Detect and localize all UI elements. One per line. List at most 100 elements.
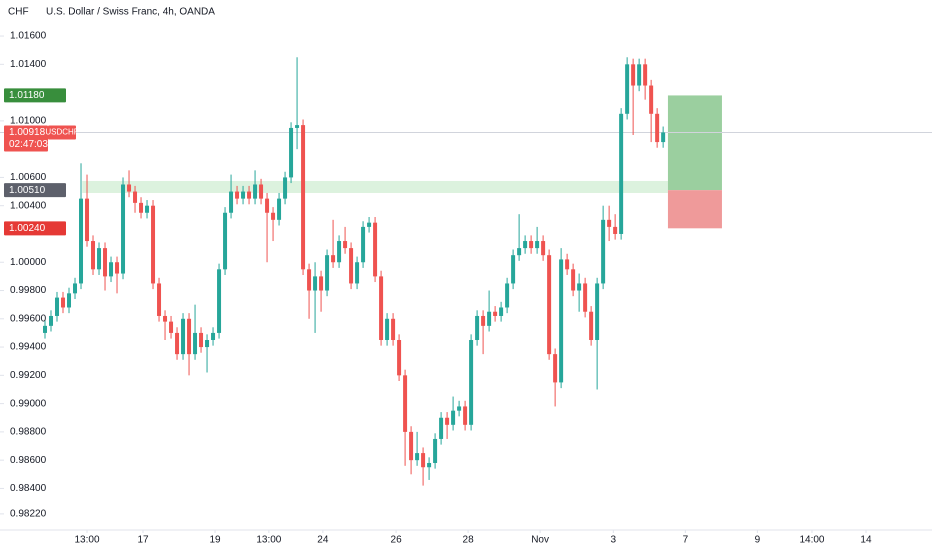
candle-body [613,226,618,234]
candle-body [115,262,120,274]
candle-body [295,125,300,128]
candle-body [565,259,570,270]
candle-body [553,354,558,383]
candle-body [331,255,336,263]
x-tick-label: Nov [531,535,549,546]
candle-body [595,283,600,340]
price-label: 1.00240 [9,223,46,234]
y-axis-unit: CHF [8,7,29,18]
x-tick-label: 14 [860,535,872,546]
candle-body [235,191,240,199]
x-tick-label: 7 [683,535,689,546]
candle-body [145,205,150,213]
candle-body [253,184,258,199]
candle-body [157,283,162,316]
y-tick-label: 1.00600 [10,172,47,183]
candle-body [499,307,504,316]
y-tick-label: 0.98800 [10,427,47,438]
candle-body [385,318,390,340]
candle-body [205,339,210,348]
candle-body [583,283,588,312]
x-tick-label: 24 [317,535,329,546]
candle-body [535,241,540,249]
y-tick-label: 1.00400 [10,200,47,211]
candle-body [223,212,228,270]
candle-body [91,241,96,270]
candle-body [67,293,72,308]
candle-body [163,315,168,322]
candle-body [103,248,108,277]
candle-body [325,255,330,291]
candle-body [187,318,192,355]
x-tick-label: 9 [755,535,761,546]
candle-body [577,283,582,291]
y-tick-label: 0.99400 [10,342,47,353]
candle-body [493,311,498,316]
price-label-box [4,88,66,103]
candle-body [529,241,534,249]
candle-body [217,269,222,333]
symbol-box [48,125,76,140]
x-tick-label: 17 [137,535,149,546]
candle-body [139,202,144,213]
position-profit [667,95,722,191]
candle-body [475,315,480,340]
candle-body [463,406,468,425]
candle-body [655,113,660,143]
y-tick-label: 0.99600 [10,313,47,324]
candle-body [619,113,624,234]
candle-body [343,241,348,249]
candle-body [301,125,306,270]
candle-body [511,255,516,284]
y-tick-label: 1.00000 [10,257,47,268]
candle-body [265,198,270,213]
x-tick-label: 26 [391,535,403,546]
candle-body [229,191,234,213]
candle-body [523,241,528,249]
candle-body [283,177,288,199]
candle-body [607,219,612,227]
candle-body [397,339,402,376]
candle-body [589,311,594,340]
candle-body [133,191,138,203]
position-loss [667,190,722,229]
candle-body [421,453,426,468]
chart-title: U.S. Dollar / Swiss Franc, 4h, OANDA [46,7,215,18]
candle-body [451,410,456,425]
candle-body [427,462,432,468]
candle-body [355,262,360,284]
candle-body [649,85,654,114]
candle-body [661,132,666,143]
candle-body [313,276,318,291]
candle-body [49,315,54,326]
x-tick-label: 28 [463,535,475,546]
candle-body [61,297,66,308]
candle-body [391,318,396,340]
candle-body [403,375,408,432]
candle-body [571,269,576,291]
candle-body [457,406,462,411]
candle-body [247,191,252,199]
y-tick-label: 0.99000 [10,398,47,409]
candle-body [487,311,492,326]
candle-body [241,191,246,199]
candle-body [433,438,438,463]
candle-body [169,321,174,333]
y-tick-label: 1.01600 [10,31,47,42]
x-tick-label: 3 [611,535,617,546]
candle-body [43,325,48,333]
price-label-box [4,183,66,198]
candle-body [373,222,378,277]
candle-body [319,276,324,291]
candle-body [439,417,444,439]
candle-body [271,212,276,220]
y-tick-label: 0.98400 [10,483,47,494]
y-tick-label: 0.98600 [10,455,47,466]
candle-body [199,332,204,348]
candle-body [505,283,510,308]
candle-body [73,283,78,294]
candle-body [181,318,186,355]
candle-body [625,64,630,114]
